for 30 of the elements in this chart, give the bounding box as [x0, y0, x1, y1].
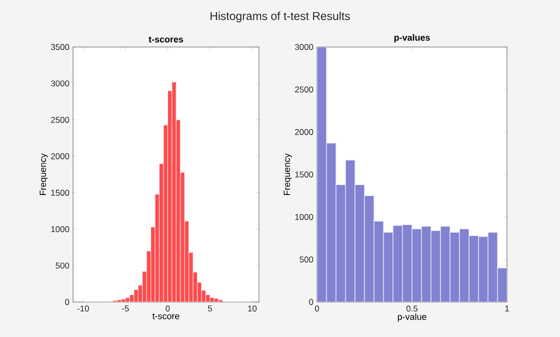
x-tick-label: 0	[166, 306, 170, 312]
y-tick-label: 1000	[51, 226, 70, 232]
y-axis-title: Frequency	[284, 153, 292, 195]
y-tick-label: 3000	[294, 44, 314, 50]
y-tick-label: 0	[309, 299, 314, 305]
text: Histograms of t-test Results	[210, 12, 350, 22]
y-tick-label: 500	[300, 256, 314, 262]
x-tick-label: 1	[505, 306, 509, 312]
y-tick-label: 1000	[295, 214, 314, 220]
y-tick-label: 1500	[295, 172, 314, 178]
chart-title: t-scores	[148, 36, 184, 43]
x-tick-label: -10	[77, 306, 89, 312]
x-tick-label: -5	[122, 306, 129, 312]
x-axis-title: t-score	[152, 313, 180, 320]
y-tick-label: 3500	[50, 44, 70, 50]
y-tick-label: 1500	[51, 190, 70, 196]
y-tick-label: 3000	[50, 80, 70, 86]
x-tick-label: 10	[248, 306, 257, 312]
x-tick-label: 0	[314, 306, 320, 312]
chart-title: p-values	[394, 34, 430, 42]
y-tick-label: 2000	[295, 129, 314, 135]
y-axis-title: Frequency	[40, 153, 48, 195]
y-tick-label: 500	[56, 262, 70, 269]
y-tick-label: 2500	[51, 116, 70, 123]
x-axis-title: p-value	[398, 313, 426, 322]
y-tick-label: 0	[65, 299, 70, 305]
y-tick-label: 2500	[295, 86, 314, 92]
x-tick-label: 0.5	[406, 306, 418, 312]
x-tick-label: 5	[208, 306, 212, 312]
y-tick-label: 2000	[51, 153, 70, 160]
